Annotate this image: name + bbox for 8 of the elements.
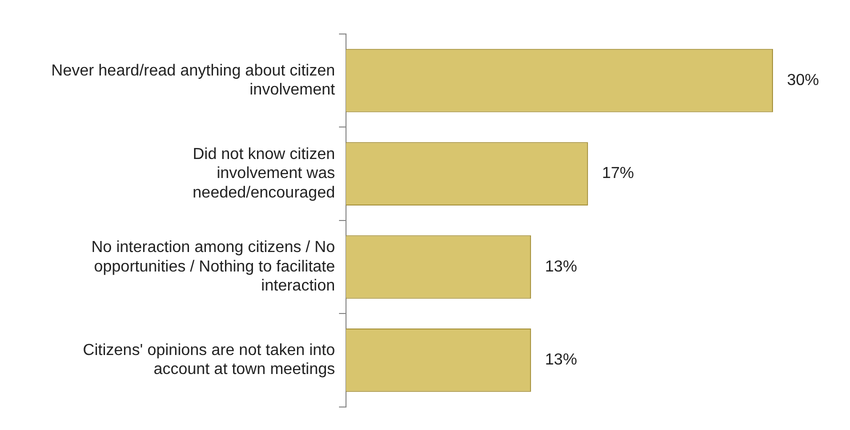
data-label: 13% <box>545 258 578 276</box>
y-tick-label: Did not know citizen involvement was needed/encouraged <box>192 146 335 202</box>
y-tick-label: Citizens' opinions are not taken into account at town meetings <box>82 342 336 378</box>
y-tick-label: Never heard/read anything about citizen involvement <box>51 62 336 99</box>
data-label: 17% <box>602 165 634 182</box>
data-label: 13% <box>545 352 578 369</box>
y-tick-label: No interaction among citizens / No opportunities / Nothing to facilitate interaction <box>91 239 336 295</box>
data-label: 30% <box>787 72 820 90</box>
